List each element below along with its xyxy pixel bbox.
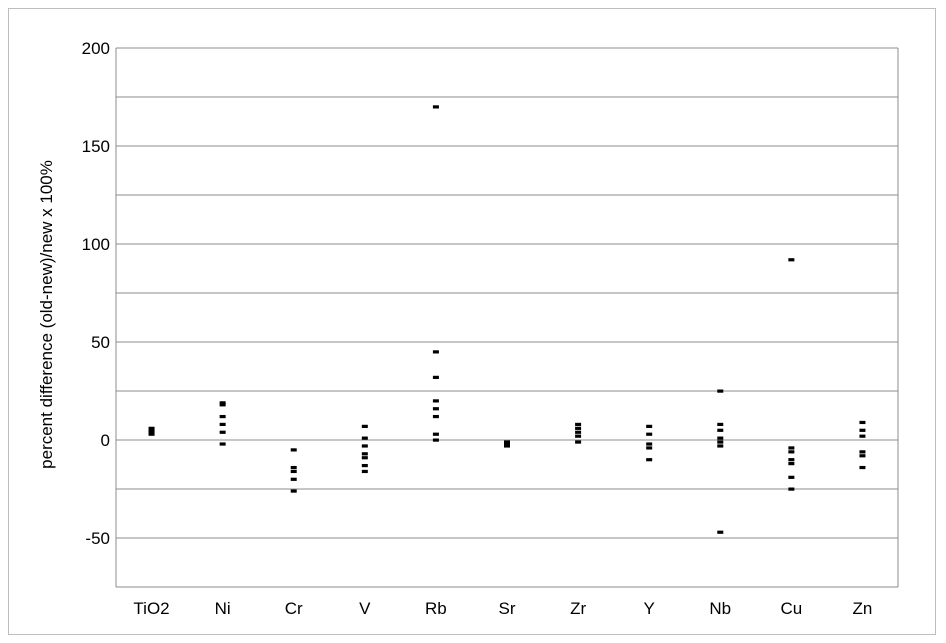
data-point (148, 430, 155, 434)
data-point (788, 462, 795, 466)
data-point (219, 422, 226, 427)
data-point (788, 458, 795, 462)
data-point (646, 442, 653, 446)
data-point (219, 442, 226, 446)
data-point (290, 489, 297, 493)
x-tick-label: Cr (285, 599, 303, 618)
data-point (575, 434, 582, 438)
data-point (504, 442, 510, 446)
data-point (290, 469, 297, 474)
data-point (575, 440, 582, 444)
data-point (361, 444, 368, 448)
data-point (361, 452, 368, 456)
data-point (859, 465, 866, 470)
gridlines (116, 47, 898, 539)
data-point (219, 403, 226, 407)
x-tick-label: Nb (709, 599, 731, 618)
data-point (361, 463, 368, 468)
data-point (432, 438, 439, 442)
data-point (219, 414, 226, 419)
data-point (717, 530, 724, 534)
plot-area-border (115, 48, 899, 588)
data-point (859, 428, 866, 432)
data-point (859, 450, 866, 454)
y-tick-label: 50 (91, 333, 110, 352)
data-point (148, 432, 155, 436)
data-point (717, 444, 724, 448)
y-axis-title: percent difference (old-new)/new x 100% (37, 160, 56, 469)
x-tick-label: V (359, 599, 371, 618)
data-point (646, 446, 653, 450)
y-tick-label: 150 (82, 137, 110, 156)
data-point (788, 475, 795, 479)
data-point (504, 440, 510, 444)
data-point (432, 375, 439, 379)
data-point (859, 434, 866, 438)
data-point (717, 422, 724, 427)
data-point (788, 450, 795, 454)
x-tick-label: Zn (853, 599, 873, 618)
data-point (646, 458, 653, 462)
y-tick-label: 0 (101, 431, 110, 450)
data-points (148, 105, 866, 534)
data-point (717, 436, 724, 440)
data-point (432, 399, 439, 403)
data-point (148, 428, 155, 432)
data-point (361, 424, 368, 428)
x-tick-label: Cu (780, 599, 802, 618)
data-point (432, 414, 439, 419)
data-point (788, 258, 795, 262)
data-point (219, 430, 226, 434)
data-point (290, 448, 297, 452)
data-point (717, 440, 724, 444)
data-point (361, 436, 368, 440)
data-point (504, 444, 510, 448)
x-tick-label: Zr (570, 599, 586, 618)
y-axis-ticks: 200 150 100 50 0 -50 (82, 39, 110, 548)
x-axis-ticks: TiO2 Ni Cr V Rb Sr Zr Y Nb Cu Zn (133, 599, 872, 618)
x-tick-label: Y (644, 599, 655, 618)
x-tick-label: Sr (499, 599, 516, 618)
data-point (717, 428, 724, 432)
y-tick-label: -50 (85, 529, 110, 548)
data-point (219, 401, 226, 405)
data-point (432, 350, 439, 354)
data-point (432, 105, 439, 109)
x-tick-label: Ni (215, 599, 231, 618)
data-point (646, 424, 653, 428)
data-point (361, 456, 368, 460)
data-point (432, 407, 439, 411)
data-point (575, 426, 582, 430)
y-tick-label: 200 (82, 39, 110, 58)
data-point (717, 389, 724, 393)
data-point (859, 420, 866, 425)
x-tick-label: Rb (425, 599, 447, 618)
data-point (290, 477, 297, 481)
data-point (432, 432, 439, 436)
x-tick-label: TiO2 (133, 599, 169, 618)
data-point (575, 422, 582, 427)
data-point (859, 454, 866, 458)
data-point (361, 469, 368, 474)
data-point (788, 487, 795, 491)
data-point (788, 446, 795, 450)
data-point (646, 432, 653, 436)
data-point (575, 430, 582, 434)
chart-frame (8, 8, 936, 635)
data-point (148, 426, 155, 430)
y-tick-label: 100 (82, 235, 110, 254)
data-point (290, 465, 297, 470)
